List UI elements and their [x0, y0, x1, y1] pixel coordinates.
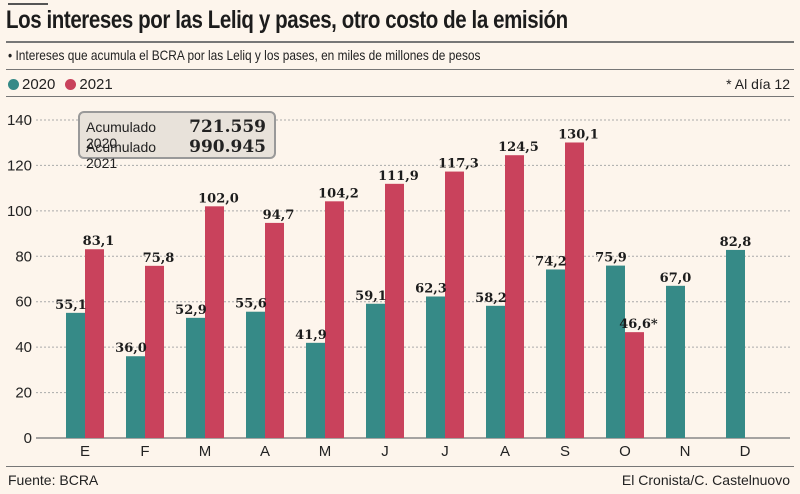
- credit-text: El Cronista/C. Castelnuovo: [621, 472, 790, 488]
- data-label: 124,5: [498, 140, 539, 155]
- accumulated-label: Acumulado 2020: [86, 119, 157, 151]
- data-label: 111,9: [378, 169, 419, 184]
- divider: [6, 41, 794, 43]
- data-label: 75,8: [143, 251, 175, 266]
- legend-label: 2021: [79, 76, 113, 93]
- bar-2021: [505, 155, 524, 438]
- y-tick-label: 140: [7, 112, 32, 129]
- x-tick-label: F: [140, 443, 149, 460]
- legend-item-2021: 2021: [65, 76, 113, 93]
- divider: [6, 96, 794, 97]
- x-tick-label: A: [260, 443, 270, 460]
- bar-2020: [546, 269, 565, 438]
- y-tick-label: 60: [15, 294, 32, 311]
- data-label: 36,0: [115, 341, 147, 356]
- data-label: 67,0: [660, 271, 692, 286]
- bar-2020: [306, 342, 325, 438]
- data-label: 59,1: [355, 289, 387, 304]
- data-label: 74,2: [535, 254, 567, 269]
- legend-swatch-2020: [8, 79, 19, 90]
- data-label: 58,2: [475, 291, 507, 306]
- x-tick-label: D: [740, 443, 751, 460]
- source-text: Fuente: BCRA: [8, 472, 99, 488]
- y-tick-label: 20: [15, 385, 32, 402]
- footnote: * Al día 12: [726, 76, 790, 92]
- accumulated-label: Acumulado 2021: [86, 139, 157, 171]
- legend-label: 2020: [22, 76, 56, 93]
- x-tick-label: M: [319, 443, 332, 460]
- bar-2021: [325, 201, 344, 438]
- x-tick-label: N: [680, 443, 691, 460]
- data-label: 94,7: [263, 208, 295, 223]
- bars: [66, 142, 745, 439]
- data-label: 102,0: [198, 191, 239, 206]
- bar-2021: [145, 265, 164, 438]
- accumulated-box: Acumulado 2020 721.559 Acumulado 2021 99…: [78, 111, 276, 171]
- y-tick-label: 80: [15, 248, 32, 265]
- divider: [6, 466, 794, 467]
- data-label: 55,6: [235, 297, 267, 312]
- bar-2021: [445, 171, 464, 438]
- data-label: 104,2: [318, 186, 359, 201]
- bar-2021: [85, 249, 104, 438]
- x-tick-label: S: [560, 443, 570, 460]
- accumulated-value: 990.945: [189, 137, 266, 157]
- bar-2020: [246, 311, 265, 438]
- x-tick-label: E: [80, 443, 90, 460]
- bar-2020: [366, 303, 385, 438]
- data-label: 62,3: [415, 281, 447, 296]
- bar-2020: [126, 356, 145, 438]
- data-label: 55,1: [55, 298, 87, 313]
- y-tick-label: 0: [24, 430, 32, 447]
- bar-2020: [666, 285, 685, 438]
- legend-swatch-2021: [65, 79, 77, 90]
- data-label: 46,6*: [619, 317, 658, 332]
- y-tick-label: 120: [7, 157, 32, 174]
- bar-2021: [385, 183, 404, 438]
- bar-chart: 55,1 83,1 36,0 75,8 52,9 102,0 55,6 94,7 41,9 104…: [7, 112, 790, 460]
- bar-2020: [486, 305, 505, 438]
- legend-item-2020: 2020: [8, 76, 55, 93]
- y-axis-ticks: 0 20 40 60 80 100 120 140: [7, 112, 32, 447]
- x-tick-label: M: [199, 443, 212, 460]
- value-labels: 55,1 83,1 36,0 75,8 52,9 102,0 55,6 94,7 41,9 104…: [55, 127, 751, 356]
- legend: 2020 2021: [8, 76, 113, 93]
- data-label: 82,8: [720, 235, 752, 250]
- bar-2021: [265, 222, 284, 438]
- chart-title: Los intereses por las Leliq y pases, otr…: [6, 6, 568, 34]
- accumulated-2020-row: Acumulado 2020 721.559: [86, 117, 266, 151]
- bar-2020: [66, 312, 85, 438]
- chart-subtitle: • Intereses que acumula el BCRA por las …: [8, 47, 481, 63]
- data-label: 117,3: [438, 157, 479, 172]
- accumulated-2021-row: Acumulado 2021 990.945: [86, 137, 266, 171]
- bar-2020: [186, 317, 205, 438]
- bar-2021: [205, 206, 224, 438]
- x-tick-label: A: [500, 443, 510, 460]
- bar-2020: [606, 265, 625, 438]
- data-label: 130,1: [558, 127, 599, 142]
- bar-2020: [726, 249, 745, 438]
- data-label: 52,9: [175, 303, 207, 318]
- data-label: 75,9: [595, 251, 627, 266]
- data-label: 41,9: [295, 328, 327, 343]
- divider: [6, 69, 794, 70]
- bar-2021: [565, 142, 584, 439]
- y-tick-label: 40: [15, 339, 32, 356]
- x-tick-label: J: [441, 443, 449, 460]
- bar-2020: [426, 296, 445, 438]
- x-tick-label: O: [619, 443, 631, 460]
- bar-2021: [625, 332, 644, 438]
- x-tick-label: J: [381, 443, 389, 460]
- top-accent-rule: [8, 3, 48, 5]
- accumulated-value: 721.559: [189, 117, 266, 137]
- y-tick-label: 100: [7, 203, 32, 220]
- data-label: 83,1: [83, 234, 115, 249]
